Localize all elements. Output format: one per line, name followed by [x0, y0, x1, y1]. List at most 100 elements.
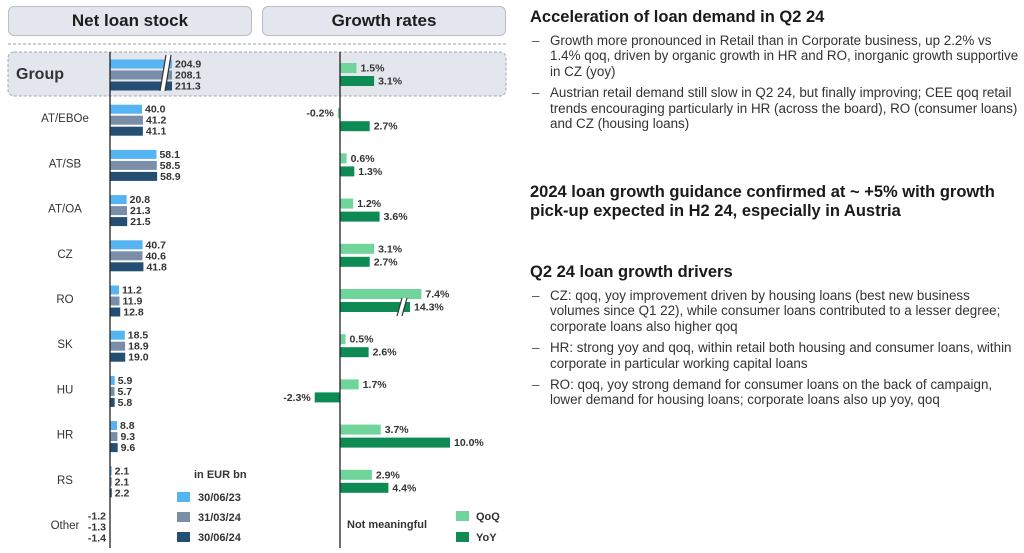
growth-bar — [340, 302, 410, 312]
stock-bar — [110, 330, 125, 340]
section-title: 2024 loan growth guidance confirmed at ~… — [530, 183, 995, 220]
growth-bar — [340, 482, 389, 493]
stock-bar — [110, 206, 128, 216]
legend-label: 30/06/23 — [198, 492, 241, 504]
stock-value-label: 12.8 — [123, 307, 144, 319]
growth-bar — [340, 347, 369, 358]
bullet-list: Growth more pronounced in Retail than in… — [530, 33, 1020, 131]
growth-value-label: 2.9% — [376, 469, 401, 481]
growth-bar — [340, 424, 381, 435]
growth-bar — [337, 108, 340, 119]
legend-label: YoY — [476, 532, 497, 544]
legend-swatch — [456, 532, 469, 542]
growth-value-label: 2.7% — [374, 256, 399, 268]
growth-bar — [340, 198, 354, 209]
stock-value-label: 40.7 — [146, 239, 167, 251]
legend-label: 31/03/24 — [198, 512, 242, 524]
stock-value-label: 18.9 — [128, 341, 149, 353]
bullet-list: CZ: qoq, yoy improvement driven by housi… — [530, 288, 1020, 408]
growth-value-label: -2.3% — [283, 392, 311, 404]
stock-value-label: 9.3 — [120, 431, 135, 443]
category-label: AT/EBOe — [41, 113, 89, 125]
bullet-item: Growth more pronounced in Retail than in… — [530, 33, 1020, 79]
axis-break-line — [159, 54, 167, 92]
legend-swatch — [177, 492, 190, 502]
category-label: Other — [51, 520, 80, 532]
growth-bar — [340, 76, 375, 86]
growth-value-label: -0.2% — [306, 108, 334, 120]
growth-rates-header: Growth rates — [262, 6, 506, 36]
stock-value-label: 8.8 — [120, 420, 135, 432]
stock-value-label: 5.7 — [118, 386, 133, 398]
growth-value-label: 7.4% — [425, 289, 450, 301]
stock-bar — [110, 307, 121, 317]
bullet-item: Austrian retail demand still slow in Q2 … — [530, 85, 1020, 131]
stock-value-label: 19.0 — [128, 352, 149, 364]
stock-value-label: 40.6 — [145, 250, 166, 262]
stock-value-label: 21.5 — [130, 216, 151, 228]
stock-value-label: 5.9 — [118, 375, 133, 387]
growth-value-label: 2.7% — [374, 121, 399, 133]
axis-break-mark — [160, 55, 171, 91]
bullet-item: CZ: qoq, yoy improvement driven by housi… — [530, 288, 1020, 334]
growth-value-label: 1.2% — [357, 198, 382, 210]
stock-bar — [110, 104, 142, 114]
stock-bar — [110, 432, 118, 442]
stock-bar — [110, 443, 118, 453]
group-highlight — [7, 51, 507, 97]
stock-value-label: 58.9 — [160, 171, 181, 183]
growth-bar — [340, 289, 422, 299]
growth-value-label: 1.3% — [358, 166, 383, 178]
growth-value-label: 3.1% — [378, 243, 403, 255]
stock-bar — [110, 352, 126, 362]
stock-value-label: -1.3 — [88, 522, 106, 534]
net-loan-stock-title: Net loan stock — [71, 11, 189, 30]
category-label: AT/OA — [48, 204, 82, 216]
growth-bar — [340, 243, 375, 254]
stock-bar — [110, 466, 112, 476]
stock-bar — [110, 70, 172, 80]
section-guidance: 2024 loan growth guidance confirmed at ~… — [530, 183, 1020, 221]
stock-bar — [110, 375, 115, 385]
growth-value-label: 14.3% — [414, 302, 444, 314]
stock-value-label: 204.9 — [175, 59, 201, 71]
stock-bar — [110, 149, 157, 159]
growth-value-label: 2.6% — [373, 347, 398, 359]
stock-bar — [110, 296, 120, 306]
growth-rates-title: Growth rates — [331, 11, 437, 30]
category-label: RS — [57, 475, 73, 487]
stock-value-label: 2.1 — [115, 465, 130, 477]
growth-value-label: 4.4% — [392, 482, 417, 494]
bullet-item: RO: qoq, yoy strong demand for consumer … — [530, 377, 1020, 408]
stock-value-label: 211.3 — [175, 81, 201, 93]
growth-bar — [340, 256, 370, 267]
stock-value-label: 21.3 — [130, 205, 151, 217]
stock-bar — [110, 341, 126, 351]
stock-value-label: 41.2 — [146, 115, 167, 127]
stock-bar — [110, 262, 144, 272]
growth-value-label: 10.0% — [454, 437, 484, 449]
stock-bar — [110, 251, 143, 261]
growth-bar — [340, 166, 355, 177]
section-drivers: Q2 24 loan growth drivers CZ: qoq, yoy i… — [530, 263, 1020, 408]
stock-value-label: 58.1 — [159, 149, 180, 161]
stock-bar — [110, 421, 118, 431]
category-label: SK — [57, 339, 73, 351]
stock-value-label: -1.4 — [88, 533, 106, 545]
section-acceleration: Acceleration of loan demand in Q2 24 Gro… — [530, 8, 1020, 131]
growth-bar — [340, 153, 347, 164]
stock-bar — [110, 115, 143, 125]
category-label: HR — [57, 430, 74, 442]
growth-value-label: 1.5% — [361, 63, 386, 75]
stock-value-label: 41.8 — [146, 261, 167, 273]
category-label: RO — [56, 294, 73, 306]
stock-value-label: 58.5 — [160, 160, 181, 172]
growth-value-label: 3.6% — [384, 211, 409, 223]
growth-bar — [340, 379, 359, 390]
category-label: Group — [16, 66, 64, 83]
growth-bar — [340, 63, 357, 73]
stock-bar — [110, 126, 143, 136]
stock-bar — [110, 397, 115, 407]
stock-value-label: 5.8 — [118, 397, 133, 409]
growth-value-label: 1.7% — [363, 379, 388, 391]
